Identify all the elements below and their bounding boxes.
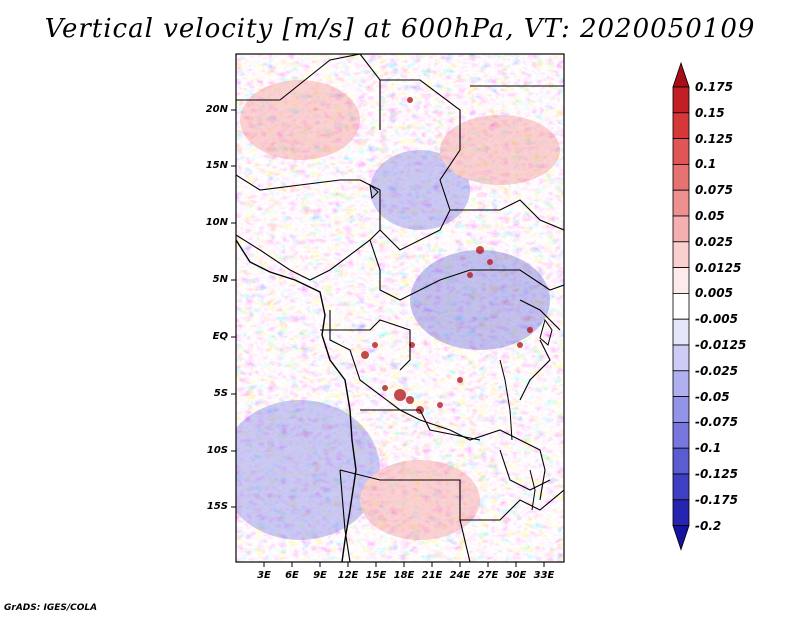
lon-label: 12E [337,570,359,581]
lakes [369,183,553,511]
colorbar-label: -0.125 [695,467,738,481]
lon-label: 15E [365,570,387,581]
lon-label: 3E [257,570,271,581]
colorbar-swatch [672,138,690,165]
colorbar-label: -0.05 [695,389,730,404]
lat-label: 5S [213,388,228,399]
lat-label: 15S [206,501,228,512]
colorbar-swatch [672,499,690,526]
colorbar-label: 0.1 [695,157,717,172]
chart-title: Vertical velocity [m/s] at 600hPa, VT: 2… [44,14,756,44]
colorbar-swatch [672,61,690,88]
colorbar-label: -0.005 [695,312,738,327]
colorbar-label: -0.0125 [695,338,747,352]
lat-label: EQ [212,331,228,342]
colorbar-swatch [672,447,690,475]
colorbar-swatch [672,473,690,501]
lat-ticks [231,109,236,508]
country-borders [236,54,564,562]
colorbar-swatch [672,370,690,397]
colorbar-swatch [672,163,690,191]
colorbar-swatch [672,241,690,269]
lat-label: 15N [205,160,228,171]
colorbar-swatch [672,189,690,217]
colorbar-label: -0.025 [695,363,738,378]
lat-label: 10N [205,217,228,228]
coastline [236,239,357,562]
colorbar-label: 0.075 [695,183,733,198]
colorbar-label: -0.175 [695,492,738,507]
colorbar-swatch [672,344,690,372]
lat-label: 5N [212,274,228,285]
colorbar-label: -0.1 [695,441,722,456]
lon-label: 27E [477,570,499,581]
lon-label: 18E [393,570,415,581]
credit-text: GrADS: IGES/COLA [4,603,98,613]
colorbar-swatch [672,318,690,346]
lon-label: 33E [533,570,555,581]
lat-label: 10S [206,445,228,456]
colorbar-label: 0.005 [695,286,733,301]
lon-ticks [263,562,545,567]
colorbar-swatch [672,215,690,243]
colorbar-swatch [672,86,690,114]
colorbar-label: 0.15 [695,105,725,120]
colorbar-swatch [672,267,690,294]
colorbar-swatch [672,525,690,551]
map-frame [235,53,565,563]
colorbar-label: 0.175 [695,80,733,94]
colorbar-swatch [672,396,690,423]
lon-label: 24E [449,570,471,581]
colorbar-label: -0.075 [695,415,738,430]
lon-label: 21E [421,570,443,581]
colorbar-swatch [672,292,690,320]
lat-label: 20N [205,104,228,115]
lon-label: 30E [505,570,527,581]
colorbar-swatch [672,421,690,449]
colorbar-label: 0.025 [695,234,733,249]
colorbar-label: 0.0125 [695,260,742,275]
colorbar [672,61,690,551]
colorbar-label: -0.2 [695,518,722,533]
colorbar-swatch [672,112,690,140]
lon-label: 6E [285,570,299,581]
colorbar-label: 0.05 [695,209,725,223]
lon-label: 9E [313,570,327,581]
colorbar-label: 0.125 [695,131,733,146]
